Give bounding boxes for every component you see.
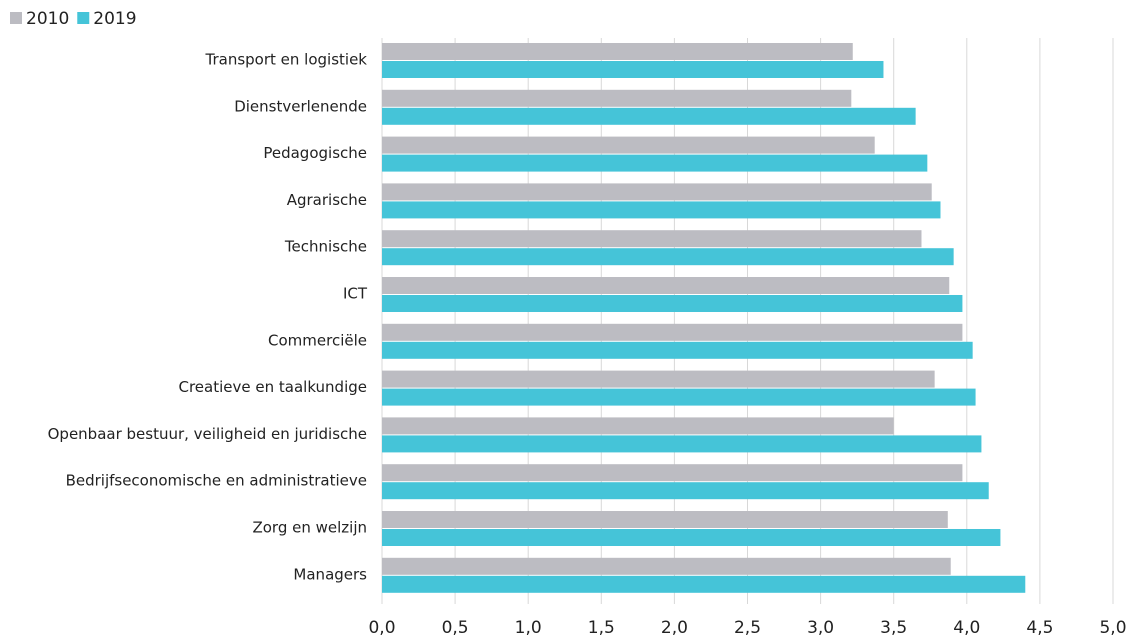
bar (382, 557, 951, 575)
bar (382, 417, 894, 435)
y-tick-label: ICT (343, 285, 368, 303)
x-tick-label: 3,0 (807, 618, 834, 638)
y-tick-label: Agrarische (287, 191, 367, 209)
bar (382, 277, 950, 294)
y-tick-label: Bedrijfseconomische en administratieve (66, 472, 367, 490)
y-tick-label: Creatieve en taalkundige (179, 378, 368, 396)
bar (382, 107, 916, 125)
y-tick-label: Pedagogische (263, 144, 367, 162)
bar (382, 295, 963, 312)
bar (382, 575, 1026, 593)
bar (382, 341, 973, 359)
x-tick-label: 5,0 (1099, 618, 1126, 638)
bar (382, 136, 875, 154)
x-tick-label: 0,5 (442, 618, 469, 638)
bar (382, 248, 954, 266)
x-tick-label: 2,0 (661, 618, 688, 638)
bar (382, 61, 884, 78)
bar (382, 388, 976, 406)
bar (382, 154, 928, 172)
bar (382, 435, 982, 453)
bar (382, 230, 922, 248)
bar (382, 323, 963, 341)
bar (382, 511, 948, 528)
y-tick-label: Technische (284, 238, 367, 256)
bar (382, 201, 941, 219)
x-tick-label: 2,5 (734, 618, 761, 638)
legend-label: 2019 (93, 9, 136, 29)
bar (382, 464, 963, 482)
bar (382, 183, 932, 201)
bar (382, 482, 989, 500)
y-tick-label: Commerciële (268, 331, 367, 349)
x-tick-label: 1,0 (515, 618, 542, 638)
y-tick-label: Dienstverlenende (234, 97, 367, 115)
legend-label: 2010 (26, 9, 69, 29)
x-tick-label: 0,0 (368, 618, 395, 638)
y-tick-label: Openbaar bestuur, veiligheid en juridisc… (48, 425, 367, 443)
legend-swatch (77, 12, 90, 24)
x-tick-label: 4,5 (1026, 618, 1053, 638)
x-tick-label: 3,5 (880, 618, 907, 638)
bar (382, 43, 853, 60)
legend-swatch (10, 12, 22, 24)
bar (382, 529, 1001, 546)
bar (382, 89, 852, 107)
y-tick-label: Transport en logistiek (205, 51, 368, 69)
x-tick-label: 4,0 (953, 618, 980, 638)
bar (382, 370, 935, 388)
x-tick-label: 1,5 (588, 618, 615, 638)
y-tick-label: Zorg en welzijn (252, 519, 367, 537)
y-tick-label: Managers (293, 565, 367, 583)
